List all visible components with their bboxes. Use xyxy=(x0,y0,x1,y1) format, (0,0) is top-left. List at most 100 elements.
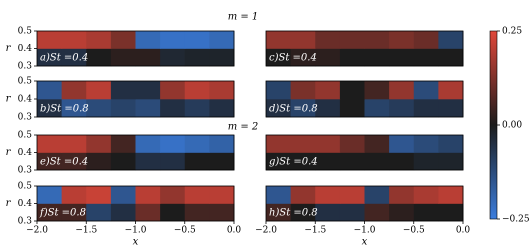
heatmap-cell xyxy=(364,186,390,204)
heatmap-cell xyxy=(290,152,316,171)
panel-frame xyxy=(265,134,464,171)
heatmap-cell xyxy=(37,186,63,204)
heatmap-cell xyxy=(413,203,439,222)
x-tick-label: 0.0 xyxy=(456,226,471,236)
heatmap-cell xyxy=(389,99,415,118)
colorbar-tick-label: 0.00 xyxy=(502,121,522,131)
heatmap-cell xyxy=(364,31,390,49)
x-tick-label: −1.0 xyxy=(125,226,147,236)
heatmap-cell xyxy=(184,48,210,67)
x-tick-label: −2.0 xyxy=(255,226,277,236)
heatmap-cell xyxy=(184,31,210,49)
heatmap-cell xyxy=(110,48,136,67)
heatmap-cell xyxy=(61,186,87,204)
heatmap-cell xyxy=(315,135,341,153)
heatmap-cell xyxy=(413,152,439,171)
panel-label: e)St =0.4 xyxy=(40,157,88,168)
heatmap-cell xyxy=(339,99,365,118)
y-axis-label: r xyxy=(6,94,12,105)
heatmap-cell xyxy=(160,48,186,67)
heatmap-cell xyxy=(290,203,316,222)
heatmap-cell xyxy=(86,186,112,204)
heatmap-cell xyxy=(438,152,464,171)
heatmap-cell xyxy=(413,48,439,67)
heatmap-cell xyxy=(315,186,341,204)
section-title: m = 2 xyxy=(228,122,259,133)
heatmap-cell xyxy=(37,81,63,100)
x-tick-label: −0.5 xyxy=(403,226,425,236)
heatmap-cell xyxy=(135,152,161,171)
heatmap-cell xyxy=(438,203,464,222)
heatmap-cell xyxy=(86,31,112,49)
heatmap-cell xyxy=(86,81,112,100)
x-tick-label: 0.0 xyxy=(227,226,242,236)
heatmap-cell xyxy=(364,48,390,67)
heatmap-cell xyxy=(413,81,439,100)
x-axis-label: x xyxy=(133,237,139,248)
y-tick-label: 0.5 xyxy=(18,27,33,37)
x-tick-label: −1.5 xyxy=(304,226,326,236)
heatmap-cell xyxy=(364,135,390,153)
heatmap-cell xyxy=(413,99,439,118)
heatmap-cell xyxy=(86,48,112,67)
heatmap-cell xyxy=(389,135,415,153)
y-axis-label: r xyxy=(6,198,12,209)
heatmap-cell xyxy=(290,31,316,49)
heatmap-cell xyxy=(413,135,439,153)
heatmap-cell xyxy=(37,99,63,118)
y-tick-label: 0.3 xyxy=(18,62,33,72)
heatmap-cell xyxy=(266,81,292,100)
heatmap-cell xyxy=(290,186,316,204)
heatmap-cell xyxy=(364,81,390,100)
heatmap-cell xyxy=(110,31,136,49)
heatmap-cell xyxy=(160,81,186,100)
heatmap-cell xyxy=(160,135,186,153)
heatmap-cell xyxy=(315,152,341,171)
heatmap-cell xyxy=(135,81,161,100)
heatmap-cell xyxy=(110,152,136,171)
heatmap-cell xyxy=(364,152,390,171)
panel-frame xyxy=(265,30,464,67)
y-tick-label: 0.4 xyxy=(18,44,33,54)
heatmap-cell xyxy=(61,203,87,222)
heatmap-cell xyxy=(184,99,210,118)
heatmap-cell xyxy=(209,48,235,67)
heatmap-cell xyxy=(110,186,136,204)
heatmap-cell xyxy=(290,48,316,67)
heatmap-cell xyxy=(315,81,341,100)
heatmap-cell xyxy=(135,48,161,67)
heatmap-cell xyxy=(37,31,63,49)
panel-label: f)St =0.8 xyxy=(39,208,86,219)
heatmap-cell xyxy=(389,31,415,49)
heatmap-cell xyxy=(315,31,341,49)
y-axis-label: r xyxy=(6,43,12,54)
heatmap-cell xyxy=(135,135,161,153)
heatmap-cell xyxy=(209,99,235,118)
heatmap-cell xyxy=(160,203,186,222)
heatmap-cell xyxy=(86,135,112,153)
heatmap-cell xyxy=(61,99,87,118)
heatmap-cell xyxy=(209,31,235,49)
heatmap-cell xyxy=(339,31,365,49)
heatmap-cell xyxy=(37,135,63,153)
heatmap-cell xyxy=(290,81,316,100)
heatmap-cell xyxy=(339,203,365,222)
heatmap-cell xyxy=(389,186,415,204)
heatmap-cell xyxy=(315,99,341,118)
heatmap-cell xyxy=(413,31,439,49)
x-tick-label: −1.5 xyxy=(75,226,97,236)
heatmap-cell xyxy=(184,186,210,204)
heatmap-cell xyxy=(389,203,415,222)
heatmap-cell xyxy=(160,31,186,49)
heatmap-cell xyxy=(209,81,235,100)
heatmap-cell xyxy=(184,203,210,222)
heatmap-cell xyxy=(61,48,87,67)
x-tick-label: −1.0 xyxy=(354,226,376,236)
heatmap-cell xyxy=(389,81,415,100)
heatmap-cell xyxy=(339,152,365,171)
heatmap-cell xyxy=(389,152,415,171)
heatmap-cell xyxy=(364,203,390,222)
heatmap-cell xyxy=(209,203,235,222)
heatmap-cell xyxy=(184,152,210,171)
panel-frame xyxy=(265,80,464,118)
